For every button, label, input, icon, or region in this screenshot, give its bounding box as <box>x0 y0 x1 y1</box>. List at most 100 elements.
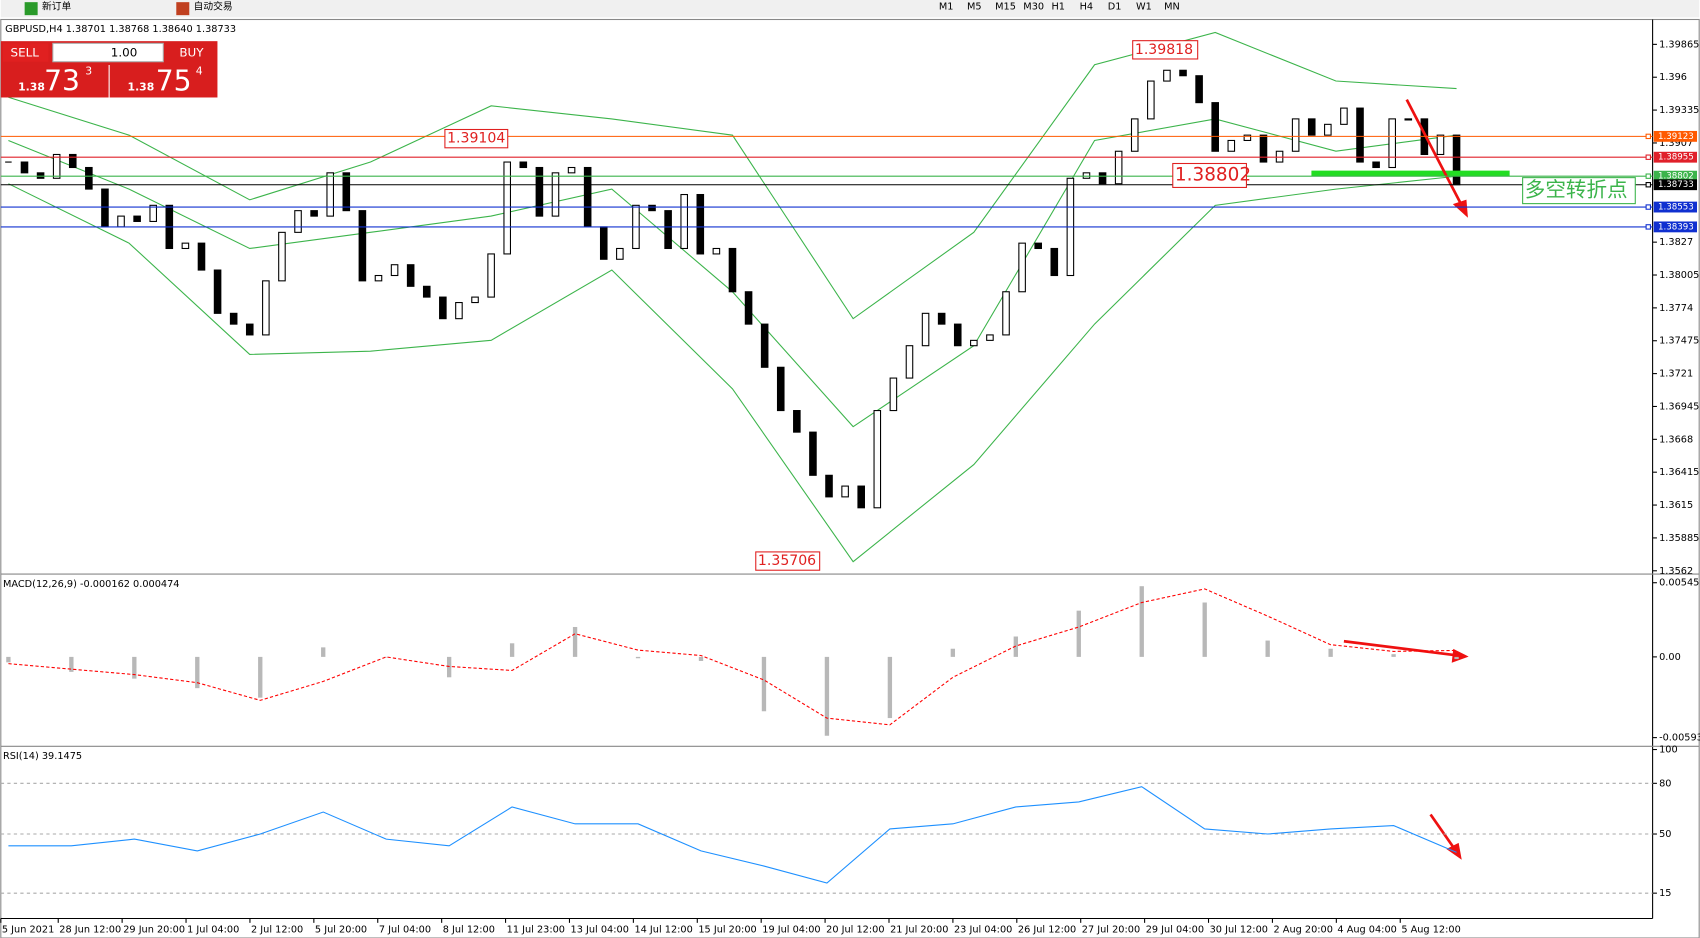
auto-trade-icon[interactable] <box>176 2 190 16</box>
x-tick-label: 27 Jul 20:00 <box>1082 924 1140 935</box>
arrow <box>1429 813 1457 852</box>
candle <box>181 242 190 250</box>
candle <box>439 296 447 320</box>
candle <box>52 153 61 179</box>
candle <box>1034 242 1042 250</box>
macd-bar <box>635 656 641 659</box>
price-tag <box>1645 224 1651 230</box>
macd-bar <box>572 626 578 657</box>
candle <box>197 242 206 271</box>
candle <box>519 161 528 169</box>
candle <box>873 410 882 509</box>
timeframe-button[interactable]: M30 <box>1023 1 1044 12</box>
y-tick-label: 1.38005 <box>1659 270 1699 281</box>
timeframe-button[interactable]: M5 <box>967 1 982 12</box>
candle <box>68 153 77 169</box>
candle <box>487 253 495 298</box>
timeframe-button[interactable]: M15 <box>995 1 1016 12</box>
macd-bar <box>1202 602 1207 657</box>
lot-value[interactable]: 1.00 <box>111 46 138 60</box>
macd-bar <box>1328 648 1333 657</box>
price-tag <box>1645 133 1651 140</box>
candle <box>680 193 688 250</box>
candle <box>986 334 994 341</box>
candle <box>1291 118 1300 152</box>
x-tick-label: 8 Jul 12:00 <box>443 924 495 935</box>
candle <box>1452 134 1461 186</box>
candle <box>117 215 125 228</box>
x-tick-label: 14 Jul 12:00 <box>634 924 692 935</box>
macd-bar <box>1391 654 1396 657</box>
timeframe-button[interactable]: H1 <box>1051 1 1065 12</box>
macd-bar <box>446 656 452 678</box>
new-order-icon[interactable] <box>24 2 38 16</box>
candle <box>278 231 286 282</box>
annotation-box <box>1132 40 1199 60</box>
y-tick-label: 1.3615 <box>1659 500 1693 511</box>
candle <box>229 312 238 325</box>
price-tag <box>1645 182 1651 188</box>
macd-bar <box>509 643 515 657</box>
annotation-box <box>755 551 821 571</box>
candle <box>905 345 914 379</box>
buy-label[interactable]: BUY <box>179 46 204 60</box>
macd-bar <box>132 656 137 679</box>
y-tick-label: 1.39335 <box>1659 105 1699 116</box>
candle <box>744 291 753 325</box>
sell-label[interactable]: SELL <box>11 46 40 60</box>
main-plot <box>5 31 1461 563</box>
price-label-bg <box>1653 151 1698 163</box>
price-label: 1.39123 <box>1658 132 1694 142</box>
y-tick-label: 1.37475 <box>1659 336 1699 347</box>
lot-input[interactable] <box>52 42 164 63</box>
candle <box>793 410 801 433</box>
arrow <box>1405 99 1465 209</box>
candle <box>809 431 817 476</box>
x-tick-label: 30 Jul 12:00 <box>1210 924 1268 935</box>
x-tick-label: 2 Aug 20:00 <box>1274 924 1333 935</box>
candle <box>342 172 351 212</box>
candle <box>953 323 962 347</box>
price-label-bg <box>1653 221 1698 233</box>
price-label: 1.38955 <box>1658 153 1694 163</box>
candle <box>101 188 109 228</box>
candle <box>406 264 415 287</box>
candle <box>937 312 946 325</box>
candle <box>648 204 656 212</box>
candle <box>310 210 318 217</box>
candle <box>712 247 721 255</box>
macd-signal <box>8 588 1457 726</box>
timeframe-button[interactable]: D1 <box>1108 1 1122 12</box>
y-tick-label: 15 <box>1659 888 1671 899</box>
y-tick-label: 1.3668 <box>1659 434 1693 445</box>
ask-prefix: 1.38 <box>128 81 155 94</box>
bollinger-band <box>8 175 1457 563</box>
annotation: 1.38802 <box>1175 164 1251 185</box>
candle <box>1404 118 1413 121</box>
candle <box>358 210 367 282</box>
price-label: 1.38733 <box>1658 180 1694 190</box>
toolbar-button[interactable]: 自动交易 <box>194 0 233 12</box>
y-tick-label: 1.36945 <box>1659 401 1699 412</box>
candle <box>1340 107 1348 125</box>
ask-small: 4 <box>196 64 203 77</box>
candle <box>1114 150 1123 185</box>
y-tick-label: 1.35885 <box>1659 533 1699 544</box>
toolbar-button[interactable]: 新订单 <box>42 0 71 12</box>
timeframe-button[interactable]: H4 <box>1080 1 1094 12</box>
macd-bar <box>698 656 704 661</box>
price-label-bg <box>1653 130 1698 142</box>
annotation: 1.39818 <box>1135 42 1193 58</box>
x-tick-label: 19 Jul 04:00 <box>762 924 820 935</box>
candle <box>760 323 769 368</box>
timeframe-button[interactable]: M1 <box>939 1 954 12</box>
arrow-head <box>1451 648 1469 663</box>
sell-button[interactable] <box>2 43 49 62</box>
timeframe-button[interactable]: MN <box>1164 1 1180 12</box>
y-tick-label: 1.36415 <box>1659 467 1699 478</box>
candle <box>294 210 302 233</box>
candle <box>551 172 560 217</box>
candle <box>503 161 512 255</box>
timeframe-button[interactable]: W1 <box>1136 1 1152 12</box>
